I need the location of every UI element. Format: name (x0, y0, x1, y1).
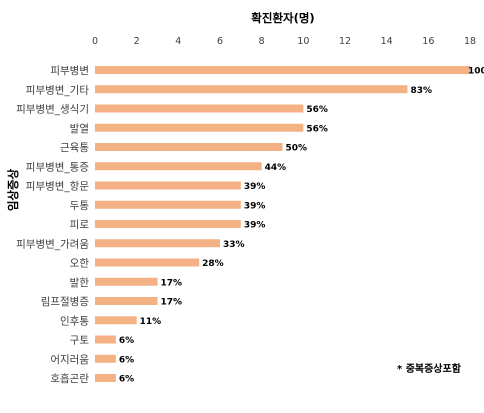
category-labels: 피부병변피부병변_기타피부병변_생식기발열근육통피부병변_통증피부병변_항문두통… (16, 65, 89, 385)
category-label: 오한 (70, 258, 90, 270)
x-axis-title: 확진환자(명) (251, 11, 314, 25)
category-label: 어지러움 (50, 354, 89, 366)
x-tick-label: 6 (217, 36, 223, 47)
data-label: 39% (244, 201, 266, 211)
x-tick-label: 8 (259, 36, 265, 47)
category-label: 피로 (70, 219, 90, 231)
bar (95, 181, 241, 190)
data-label: 39% (244, 182, 266, 192)
category-label: 림프절병증 (41, 295, 90, 308)
data-label: 17% (161, 278, 183, 288)
x-tick-label: 18 (464, 36, 476, 47)
data-label: 56% (306, 105, 328, 115)
bar (95, 143, 283, 151)
category-label: 피부병변_가려움 (16, 238, 89, 250)
data-label: 28% (202, 259, 224, 269)
data-label: 50% (286, 144, 308, 154)
bar (95, 277, 158, 286)
category-label: 피부병변 (50, 65, 89, 77)
data-label: 33% (223, 240, 245, 250)
data-label: 6% (119, 355, 134, 365)
x-tick-label: 12 (339, 36, 351, 47)
data-label: 11% (140, 317, 162, 327)
data-label: 17% (161, 298, 183, 308)
category-label: 발한 (70, 277, 90, 289)
data-labels: 100% 83% 56% 56% 50% 44% 39% 39% 39% 33% 28% 17% 17%… (119, 67, 484, 385)
data-label: 44% (265, 163, 287, 173)
bar (95, 123, 304, 132)
annotation-note: * 중복증상포함 (397, 362, 462, 375)
x-tick-label: 10 (297, 36, 309, 47)
bar (95, 162, 262, 171)
category-label: 피부병변_항문 (26, 181, 90, 193)
bar (95, 297, 158, 305)
data-label: 56% (306, 124, 328, 134)
bar (95, 258, 200, 267)
category-label: 피부병변_생식기 (16, 104, 89, 116)
x-tick-label: 2 (134, 36, 140, 47)
data-label: 39% (244, 221, 266, 231)
x-axis-ticks: 0 2 4 6 8 10 12 14 16 18 (92, 36, 476, 47)
bar (95, 239, 220, 248)
y-axis-title: 임상증상 (6, 168, 20, 211)
bars (95, 66, 470, 382)
data-label: 100% (468, 67, 484, 77)
bar (95, 374, 116, 382)
x-tick-label: 4 (175, 36, 181, 47)
data-label: 83% (411, 86, 433, 96)
category-label: 구토 (70, 335, 90, 347)
category-label: 피부병변_통증 (26, 161, 90, 173)
category-label: 근육통 (60, 142, 89, 154)
bar (95, 335, 116, 344)
category-label: 호흡곤란 (50, 372, 89, 385)
category-label: 두통 (70, 200, 90, 212)
bar (95, 354, 116, 363)
x-tick-label: 0 (92, 36, 98, 47)
category-label: 발열 (70, 123, 89, 135)
x-tick-label: 16 (422, 36, 434, 47)
category-label: 피부병변_기타 (26, 84, 90, 96)
data-label: 6% (119, 375, 134, 385)
x-tick-label: 14 (381, 36, 393, 47)
bar (95, 85, 408, 94)
data-label: 6% (119, 336, 134, 346)
bar (95, 104, 304, 113)
category-label: 인후통 (60, 315, 89, 327)
bar (95, 200, 241, 209)
bar (95, 316, 137, 325)
bar (95, 66, 470, 74)
bar (95, 220, 241, 228)
